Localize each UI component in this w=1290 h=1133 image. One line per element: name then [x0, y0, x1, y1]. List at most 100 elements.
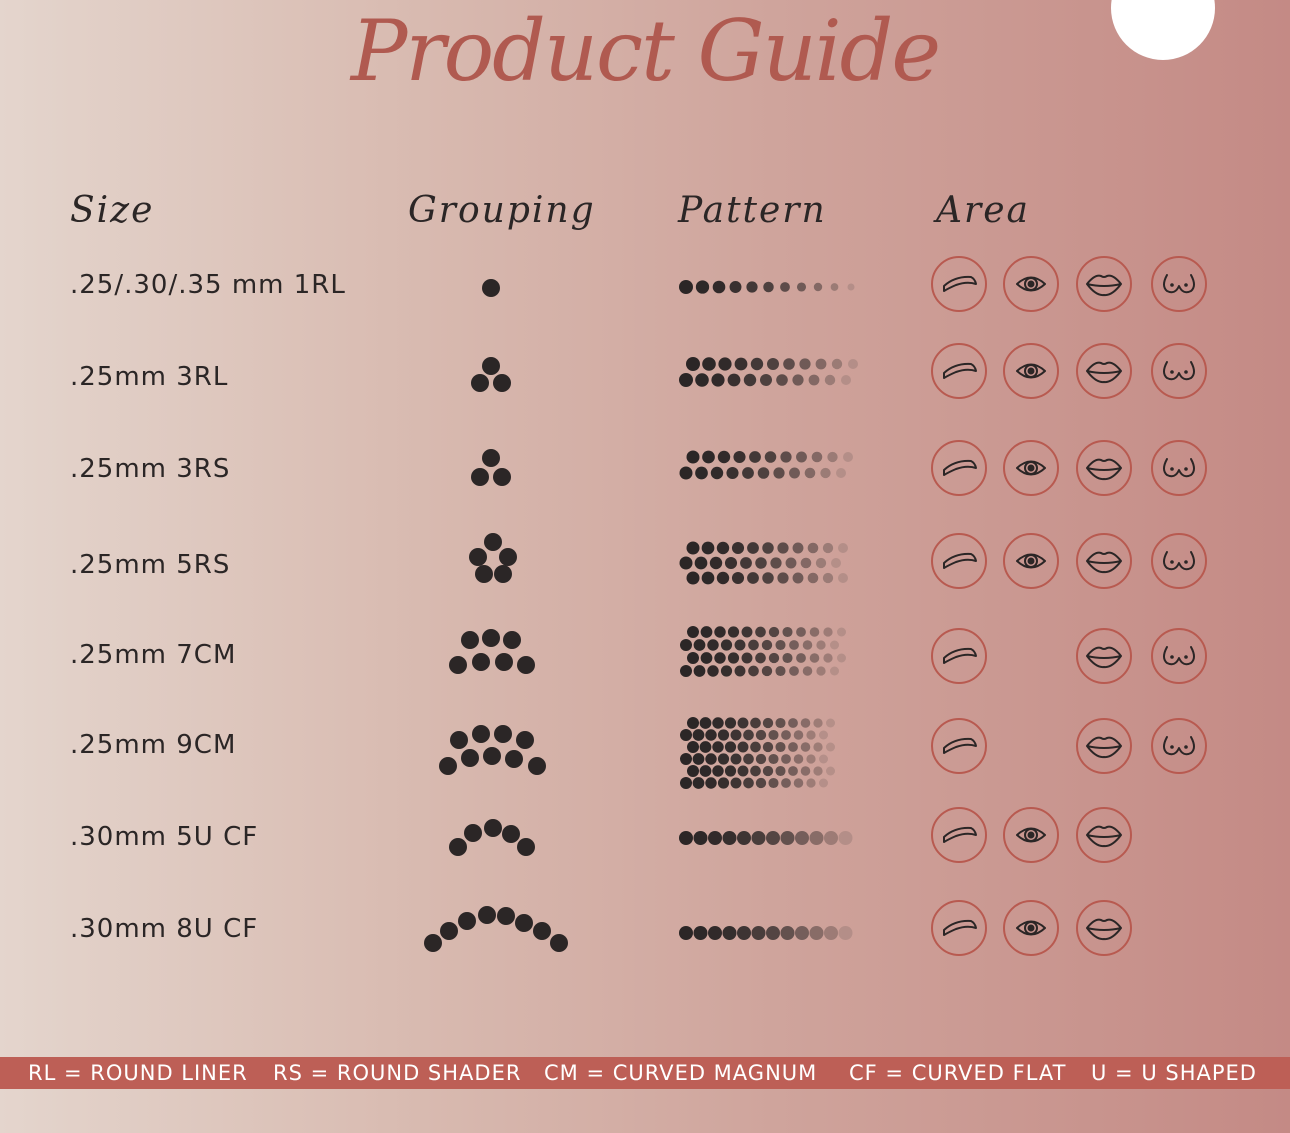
pattern-dot	[730, 753, 742, 765]
pattern-dot	[777, 542, 789, 554]
pattern-dot	[838, 926, 853, 940]
pattern-dot	[796, 653, 806, 663]
pattern-dot	[748, 639, 759, 651]
needle-dot	[482, 449, 500, 467]
pattern-dot	[720, 639, 733, 651]
pattern-dot	[686, 357, 700, 371]
pattern-dot	[695, 466, 708, 480]
lips-icon	[1076, 718, 1132, 774]
pattern-dot	[679, 466, 693, 480]
pattern-dot	[686, 541, 700, 555]
pattern-dot	[775, 717, 786, 729]
pattern-swatch	[679, 280, 855, 294]
add-button[interactable]	[1111, 0, 1215, 60]
pattern-dot	[717, 450, 731, 464]
pattern-dot	[841, 375, 851, 385]
pattern-dot	[693, 639, 706, 651]
needle-dot	[499, 548, 517, 566]
pattern-dot	[747, 572, 759, 584]
pattern-dot	[813, 766, 823, 776]
brow-icon	[931, 718, 987, 774]
pattern-dot	[717, 729, 730, 741]
pattern-dot	[755, 557, 767, 569]
pattern-dot	[806, 778, 816, 788]
pattern-dot	[741, 652, 753, 664]
pattern-dot	[750, 741, 761, 753]
chest-icon	[1151, 718, 1207, 774]
needle-dot	[550, 934, 568, 952]
pattern-dot	[702, 450, 715, 464]
pattern-dot	[766, 831, 780, 845]
pattern-dot	[722, 926, 737, 940]
pattern-dot	[775, 665, 786, 677]
pattern-dot	[793, 778, 804, 788]
chest-icon	[1151, 440, 1207, 496]
pattern-dot	[806, 754, 816, 764]
size-label: .25/.30/.35 mm 1RL	[70, 270, 346, 300]
pattern-dot	[768, 652, 780, 664]
pattern-dot	[687, 765, 699, 777]
pattern-dot	[708, 831, 722, 845]
pattern-dot	[760, 374, 772, 386]
pattern-dot	[692, 777, 705, 789]
needle-dot	[478, 906, 496, 924]
pattern-dot	[701, 541, 715, 555]
pattern-dot	[819, 730, 828, 740]
needle-dot	[533, 922, 551, 940]
needle-dot	[497, 907, 515, 925]
needle-dot	[484, 533, 502, 551]
pattern-dot	[686, 450, 700, 464]
pattern-dot	[820, 467, 831, 479]
pattern-dot	[836, 468, 846, 478]
pattern-dot	[724, 741, 737, 753]
pattern-dot	[824, 926, 838, 940]
grouping-diagram	[449, 819, 535, 856]
chest-icon	[1151, 533, 1207, 589]
pattern-swatch	[679, 357, 858, 387]
pattern-dot	[743, 777, 754, 789]
legend-item: RS = ROUND SHADER	[273, 1061, 522, 1085]
pattern-dot	[830, 640, 839, 650]
pattern-dot	[809, 627, 820, 637]
pattern-dot	[687, 626, 699, 638]
pattern-dot	[788, 742, 798, 752]
pattern-dot	[806, 730, 816, 740]
needle-dot	[439, 757, 457, 775]
pattern-dot	[737, 741, 749, 753]
pattern-dot	[724, 717, 737, 729]
pattern-dot	[718, 357, 732, 371]
pattern-dot	[775, 639, 786, 651]
brow-icon	[931, 440, 987, 496]
pattern-dot	[811, 451, 823, 463]
pattern-dot	[830, 666, 839, 676]
pattern-dot	[734, 639, 746, 651]
pattern-dot	[707, 639, 719, 651]
pattern-dot	[780, 831, 795, 845]
eye-icon	[1003, 900, 1059, 956]
pattern-dot	[792, 572, 804, 584]
pattern-dot	[730, 729, 742, 741]
brow-icon	[931, 256, 987, 312]
grouping-diagram	[471, 449, 511, 486]
pattern-dot	[694, 556, 708, 570]
size-label: .30mm 8U CF	[70, 914, 259, 944]
pattern-dot	[827, 451, 838, 463]
needle-dot	[475, 565, 493, 583]
legend-item: CF = CURVED FLAT	[849, 1061, 1067, 1085]
pattern-dot	[788, 766, 798, 776]
pattern-dot	[763, 281, 774, 293]
pattern-dot	[733, 450, 746, 464]
needle-dot	[484, 819, 502, 837]
needle-dot	[493, 468, 511, 486]
pattern-dot	[680, 777, 692, 789]
pattern-dot	[712, 765, 724, 777]
pattern-dot	[809, 926, 824, 940]
grouping-diagram	[482, 279, 500, 297]
pattern-dot	[740, 557, 752, 569]
pattern-dot	[705, 753, 717, 765]
pattern-dot	[788, 718, 798, 728]
pattern-dot	[807, 572, 819, 584]
pattern-dot	[692, 753, 705, 765]
needle-dot	[482, 629, 500, 647]
pattern-dot	[800, 718, 811, 728]
